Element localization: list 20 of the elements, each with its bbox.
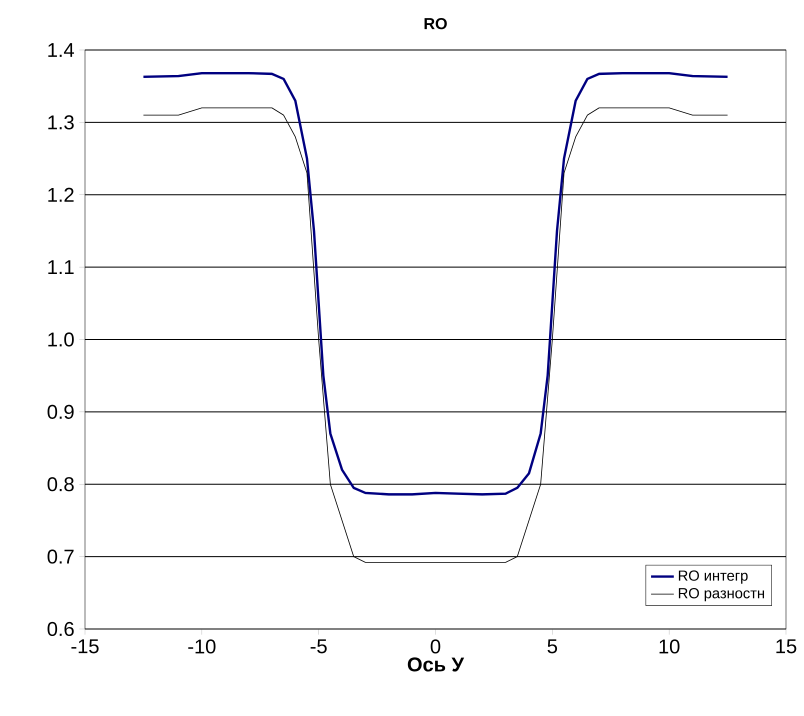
y-tick-label: 1.3 xyxy=(48,115,74,130)
y-tick-label: 0.7 xyxy=(48,550,74,564)
x-tick-label: 0 xyxy=(430,639,440,654)
x-tick-label: 5 xyxy=(548,639,558,654)
x-tick-label: -5 xyxy=(310,639,327,654)
y-tick-label: 1.2 xyxy=(48,188,74,202)
y-tick-label: 0.8 xyxy=(48,477,74,492)
x-axis-title: Ось У xyxy=(408,657,464,672)
y-tick-label: 1.0 xyxy=(48,332,74,347)
x-tick-label: -10 xyxy=(188,639,216,654)
x-tick-label: 10 xyxy=(660,639,680,654)
legend-label: RO интегр xyxy=(678,570,748,584)
x-tick-label: -15 xyxy=(71,639,99,654)
y-tick-label: 0.9 xyxy=(48,404,74,419)
y-tick-label: 1.1 xyxy=(48,260,74,274)
y-tick-label: 1.4 xyxy=(48,43,74,57)
chart-title: RO xyxy=(424,18,447,30)
y-tick-label: 0.6 xyxy=(48,622,74,636)
legend-label: RO разностн xyxy=(678,588,764,602)
x-tick-label: 15 xyxy=(776,639,796,654)
